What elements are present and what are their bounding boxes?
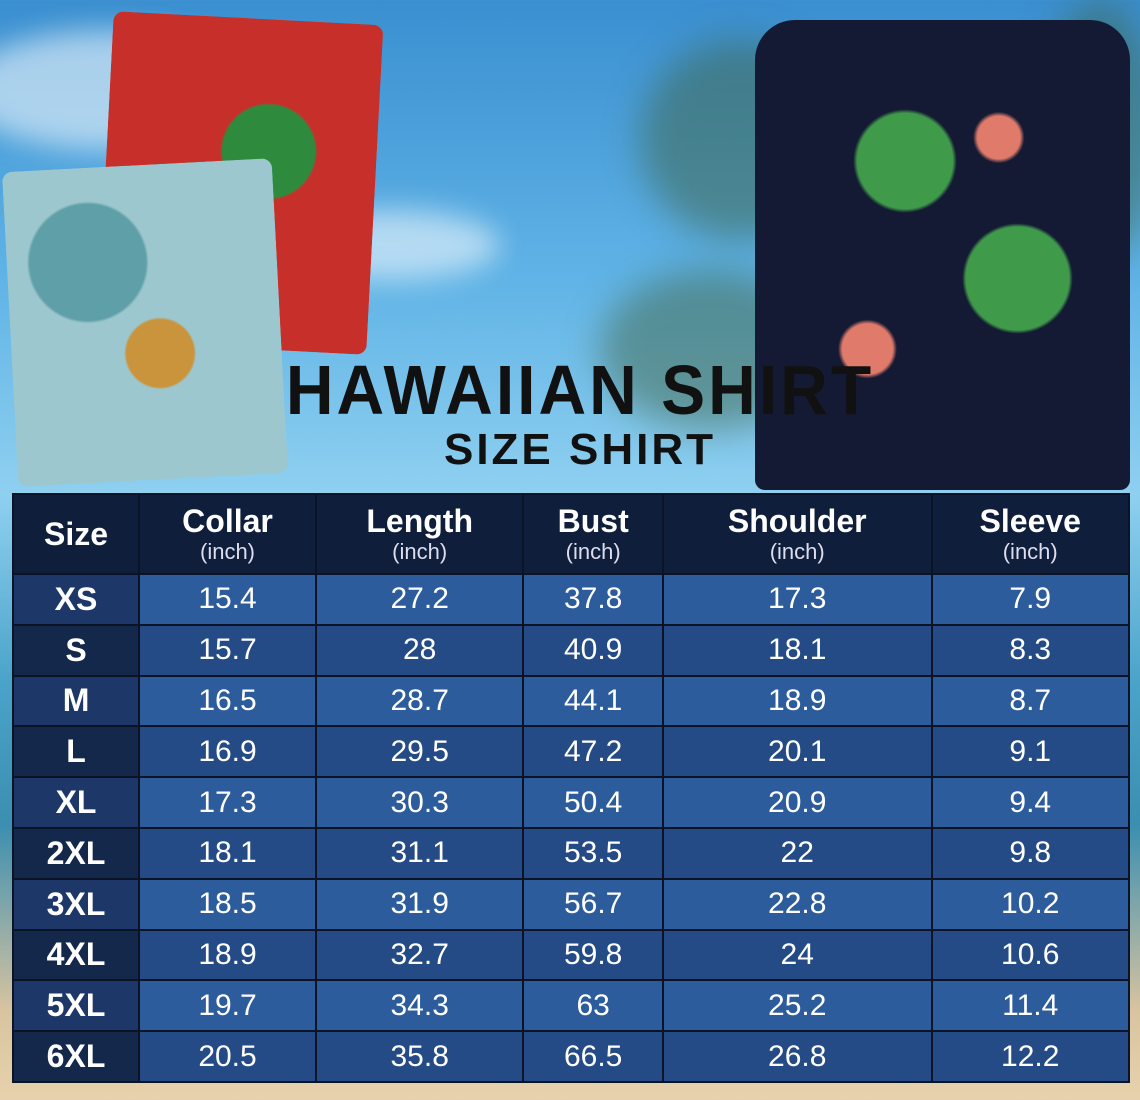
column-header: Collar (inch)	[138, 493, 317, 575]
column-header-label: Length	[366, 503, 473, 539]
measurement-cell: 28.7	[314, 674, 525, 728]
measurement-cell: 9.4	[930, 776, 1130, 829]
column-header: Size	[11, 493, 141, 575]
measurement-cell: 20.9	[661, 776, 933, 829]
column-header-label: Collar	[182, 503, 273, 539]
measurement-cell: 7.9	[930, 573, 1130, 626]
table-row: XS 15.4 27.2 37.8 17.3 7.9	[11, 573, 1130, 626]
measurement-cell: 25.2	[661, 979, 933, 1033]
measurement-cell: 56.7	[522, 877, 664, 931]
measurement-cell: 27.2	[314, 573, 525, 626]
measurement-cell: 18.5	[138, 877, 317, 931]
measurement-cell: 8.3	[930, 623, 1130, 677]
measurement-cell: 32.7	[314, 928, 525, 982]
measurement-cell: 63	[522, 979, 664, 1033]
measurement-cell: 10.6	[930, 928, 1130, 982]
measurement-cell: 34.3	[314, 979, 525, 1033]
column-header-label: Shoulder	[727, 503, 867, 539]
measurement-cell: 59.8	[522, 928, 664, 982]
title: HAWAIIAN SHIRT	[285, 351, 875, 429]
model-flamingo-shirt-image	[755, 20, 1130, 490]
size-cell: 2XL	[11, 826, 141, 880]
table-header-row: Size Collar (inch) Length (inch) Bust (inch) Sh…	[11, 493, 1130, 575]
measurement-cell: 50.4	[522, 776, 664, 829]
column-header-label: Bust	[557, 503, 629, 539]
measurement-cell: 17.3	[138, 776, 317, 829]
measurement-cell: 16.5	[138, 674, 317, 728]
measurement-cell: 47.2	[522, 725, 664, 779]
table-row: 2XL 18.1 31.1 53.5 22 9.8	[11, 826, 1130, 880]
measurement-cell: 31.1	[314, 826, 525, 880]
column-header: Length (inch)	[314, 493, 525, 575]
measurement-cell: 37.8	[522, 573, 664, 626]
measurement-cell: 44.1	[522, 674, 664, 728]
measurement-cell: 29.5	[314, 725, 525, 779]
measurement-cell: 8.7	[930, 674, 1130, 728]
measurement-cell: 40.9	[522, 623, 664, 677]
column-header-unit: (inch)	[392, 539, 448, 564]
measurement-cell: 26.8	[661, 1030, 933, 1083]
measurement-cell: 18.9	[138, 928, 317, 982]
measurement-cell: 12.2	[930, 1030, 1130, 1083]
table-row: 6XL 20.5 35.8 66.5 26.8 12.2	[11, 1030, 1130, 1083]
measurement-cell: 66.5	[522, 1030, 664, 1083]
size-cell: 5XL	[11, 979, 141, 1033]
size-cell: XL	[11, 776, 141, 829]
column-header-label: Sleeve	[979, 503, 1081, 539]
measurement-cell: 24	[661, 928, 933, 982]
measurement-cell: 16.9	[138, 725, 317, 779]
measurement-cell: 20.1	[661, 725, 933, 779]
column-header-unit: (inch)	[769, 539, 825, 564]
column-header: Bust (inch)	[522, 493, 664, 575]
column-header-unit: (inch)	[565, 539, 621, 564]
column-header-label: Size	[44, 516, 109, 552]
measurement-cell: 15.7	[138, 623, 317, 677]
table-row: S 15.7 28 40.9 18.1 8.3	[11, 623, 1130, 677]
measurement-cell: 31.9	[314, 877, 525, 931]
column-header: Shoulder (inch)	[661, 493, 933, 575]
size-cell: XS	[11, 573, 141, 626]
measurement-cell: 9.1	[930, 725, 1130, 779]
size-cell: 3XL	[11, 877, 141, 931]
table-row: L 16.9 29.5 47.2 20.1 9.1	[11, 725, 1130, 779]
measurement-cell: 11.4	[930, 979, 1130, 1033]
table-row: 4XL 18.9 32.7 59.8 24 10.6	[11, 928, 1130, 982]
table-row: XL 17.3 30.3 50.4 20.9 9.4	[11, 776, 1130, 829]
measurement-cell: 22	[661, 826, 933, 880]
size-chart-table: Size Collar (inch) Length (inch) Bust (inch) Sh…	[11, 493, 1130, 1083]
size-cell: L	[11, 725, 141, 779]
size-cell: 4XL	[11, 928, 141, 982]
measurement-cell: 35.8	[314, 1030, 525, 1083]
measurement-cell: 53.5	[522, 826, 664, 880]
size-cell: S	[11, 623, 141, 677]
measurement-cell: 18.9	[661, 674, 933, 728]
measurement-cell: 19.7	[138, 979, 317, 1033]
table-row: 5XL 19.7 34.3 63 25.2 11.4	[11, 979, 1130, 1033]
size-cell: M	[11, 674, 141, 728]
measurement-cell: 17.3	[661, 573, 933, 626]
measurement-cell: 18.1	[138, 826, 317, 880]
column-header-unit: (inch)	[1002, 539, 1058, 564]
subtitle: SIZE SHIRT	[443, 425, 717, 474]
table-row: 3XL 18.5 31.9 56.7 22.8 10.2	[11, 877, 1130, 931]
column-header-unit: (inch)	[200, 539, 256, 564]
measurement-cell: 30.3	[314, 776, 525, 829]
measurement-cell: 9.8	[930, 826, 1130, 880]
size-cell: 6XL	[11, 1030, 141, 1083]
measurement-cell: 28	[314, 623, 525, 677]
measurement-cell: 15.4	[138, 573, 317, 626]
measurement-cell: 18.1	[661, 623, 933, 677]
table-row: M 16.5 28.7 44.1 18.9 8.7	[11, 674, 1130, 728]
measurement-cell: 22.8	[661, 877, 933, 931]
column-header: Sleeve (inch)	[930, 493, 1130, 575]
measurement-cell: 20.5	[138, 1030, 317, 1083]
measurement-cell: 10.2	[930, 877, 1130, 931]
